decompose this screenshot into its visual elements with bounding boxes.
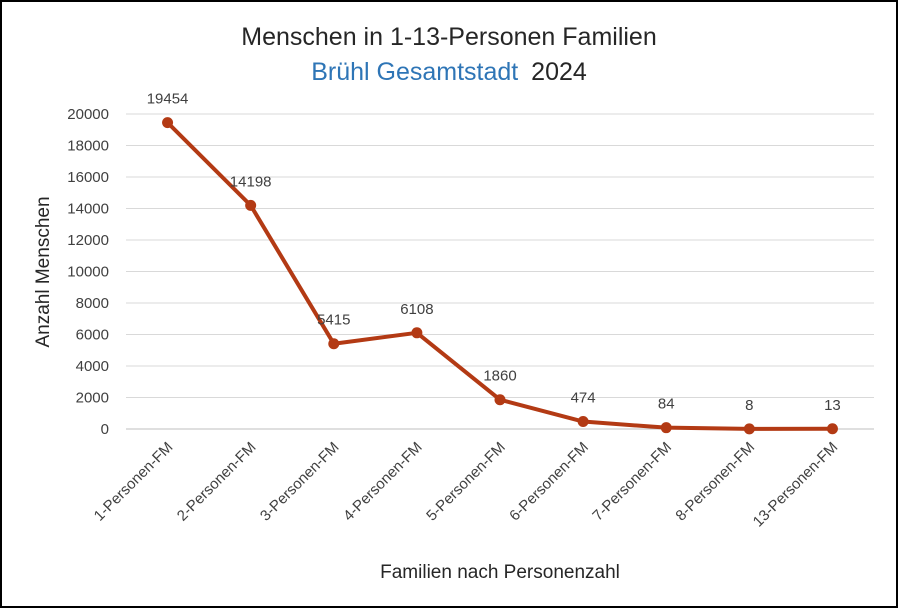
x-axis-title: Familien nach Personenzahl [380,562,620,583]
x-tick-label: 7-Personen-FM [589,439,675,525]
data-point [411,327,423,339]
y-tick-label: 8000 [76,295,109,312]
series-line [162,117,838,435]
data-point [328,338,340,350]
y-tick-label: 10000 [67,264,109,281]
data-point [743,423,755,435]
x-tick-label: 8-Personen-FM [672,439,758,525]
x-tick-label: 5-Personen-FM [423,439,509,525]
x-tick-label: 1-Personen-FM [91,439,177,525]
data-label: 13 [824,397,841,414]
data-point [826,423,838,435]
data-point [577,416,589,428]
data-label: 19454 [147,91,189,108]
x-tick-label: 13-Personen-FM [750,439,842,531]
data-label: 14198 [230,173,272,190]
y-tick-label: 14000 [67,201,109,218]
y-tick-label: 2000 [76,390,109,407]
y-tick-label: 16000 [67,169,109,186]
data-label: 6108 [400,301,433,318]
x-tick-label: 6-Personen-FM [506,439,592,525]
data-label: 474 [571,390,596,407]
data-point [494,394,506,406]
subtitle-year: 2024 [531,58,587,86]
chart-title: Menschen in 1-13-Personen Familien [241,23,657,51]
data-label: 1860 [483,368,516,385]
y-tick-label: 4000 [76,358,109,375]
y-axis-ticks: 0 2000 4000 6000 8000 10000 12000 14000 16000 180… [67,106,109,438]
subtitle-place: Brühl Gesamtstadt [311,58,518,86]
data-point [162,117,174,129]
y-tick-label: 0 [101,421,109,438]
data-point [660,422,672,434]
y-tick-label: 20000 [67,106,109,123]
data-labels: 19454 14198 5415 6108 1860 474 84 8 13 [147,91,841,414]
x-axis-ticks: 1-Personen-FM2-Personen-FM3-Personen-FM4… [91,439,842,531]
x-tick-label: 4-Personen-FM [340,439,426,525]
chart-subtitle: Brühl Gesamtstadt 2024 [311,58,587,86]
data-point [245,199,257,211]
data-label: 5415 [317,312,350,329]
y-tick-label: 18000 [67,138,109,155]
x-tick-label: 2-Personen-FM [174,439,260,525]
data-label: 8 [745,397,753,414]
y-axis-title: Anzahl Menschen [33,196,54,347]
y-tick-label: 12000 [67,232,109,249]
data-label: 84 [658,396,675,413]
y-tick-label: 6000 [76,327,109,344]
x-tick-label: 3-Personen-FM [257,439,343,525]
